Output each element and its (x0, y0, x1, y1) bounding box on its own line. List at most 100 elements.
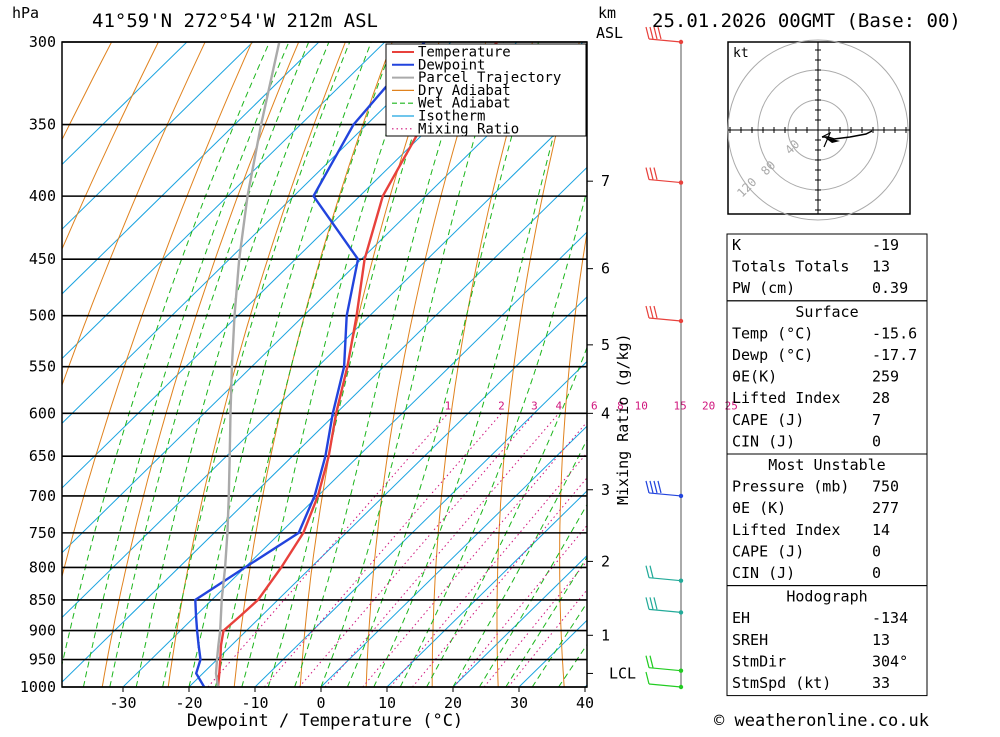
dry-adiabat-line (949, 42, 1000, 687)
index-label: PW (cm) (732, 279, 795, 297)
barb-staff (648, 492, 682, 497)
isotherm-line (122, 231, 587, 687)
most-unstable-value: 0 (872, 564, 881, 582)
legend-label: Mixing Ratio (418, 121, 519, 137)
storm-motion-arrow (824, 137, 840, 143)
barb-staff (648, 577, 682, 582)
most-unstable-section-title: Most Unstable (768, 456, 885, 474)
pressure-tick-label: 700 (29, 487, 56, 505)
isobars (62, 41, 587, 688)
index-value: 0.39 (872, 279, 908, 297)
hodograph-trace (821, 131, 832, 148)
surface-value: 28 (872, 389, 890, 407)
surface-value: -17.7 (872, 346, 917, 364)
barb-staff (648, 608, 682, 613)
wet-adiabat-line (214, 42, 395, 687)
mixing-ratio-label: 3 (531, 399, 538, 412)
x-tick-label: 20 (444, 694, 462, 712)
barb-feather (649, 597, 654, 610)
isotherm-line (62, 42, 518, 489)
table-section-box (726, 585, 928, 697)
most-unstable-value: 750 (872, 478, 899, 496)
barb-feather (653, 305, 658, 319)
x-tick-label: 40 (576, 694, 594, 712)
surface-value: 7 (872, 411, 881, 429)
index-label: K (732, 236, 741, 254)
barb-feather (657, 26, 662, 40)
barb-feather (649, 305, 654, 319)
hodograph-index-label: EH (732, 609, 750, 627)
copyright-text: © weatheronline.co.uk (714, 711, 929, 731)
surface-label: Lifted Index (732, 389, 840, 407)
surface-section-title: Surface (795, 303, 858, 321)
datetime-title: 25.01.2026 00GMT (Base: 00) (652, 10, 961, 32)
isotherm-line (62, 42, 452, 424)
wet-adiabat-line (241, 42, 419, 687)
dry-adiabat-line (62, 42, 206, 387)
barb-feather (645, 597, 650, 610)
surface-label: θE(K) (732, 368, 777, 386)
barb-feather (645, 305, 650, 319)
barb-staff (648, 667, 682, 672)
location-title: 41°59'N 272°54'W 212m ASL (92, 10, 378, 32)
surface-value: -15.6 (872, 324, 917, 342)
km-tick-label: 3 (601, 481, 610, 499)
pressure-tick-label: 800 (29, 558, 56, 576)
mixing-ratio-line (362, 421, 587, 687)
barb-feather (653, 26, 658, 40)
pressure-tick-label: 400 (29, 187, 56, 205)
pressure-tick-label: 850 (29, 591, 56, 609)
pressure-axis: 300 350 400 450 500 550 600 650 700 750 800 850 900 9… (20, 33, 56, 696)
mixing-ratio-label: 6 (591, 399, 598, 412)
wet-adiabat-line (426, 346, 587, 687)
dry-adiabat-line (365, 42, 487, 687)
x-tick-label: 10 (378, 694, 396, 712)
barb-feather (645, 671, 650, 685)
barb-staff (648, 38, 682, 43)
pressure-tick-label: 750 (29, 524, 56, 542)
x-tick-label: -10 (241, 694, 268, 712)
mixing-ratio-label: 10 (635, 399, 648, 412)
parcel-trajectory-profile (214, 42, 281, 687)
indices-table: K -19 Totals Totals 13 PW (cm) 0.39 Surface Tem… (726, 233, 928, 697)
wet-adiabat-line (346, 42, 539, 687)
most-unstable-label: Pressure (mb) (732, 478, 849, 496)
km-tick-label: 1 (601, 626, 610, 644)
km-tick-label: 2 (601, 552, 610, 570)
legend-label: Parcel Trajectory (418, 70, 561, 86)
barb-feather (649, 480, 654, 494)
hodograph-unit: kt (733, 46, 749, 61)
pressure-tick-label: 300 (29, 33, 56, 51)
pressure-tick-label: 650 (29, 447, 56, 465)
pressure-tick-label: 500 (29, 307, 56, 325)
x-tick-label: -20 (175, 694, 202, 712)
hodograph-trace (822, 130, 873, 140)
pressure-tick-label: 450 (29, 250, 56, 268)
hodograph-index-value: -134 (872, 609, 908, 627)
most-unstable-label: CIN (J) (732, 564, 795, 582)
plot-frame (61, 41, 588, 688)
most-unstable-value: 277 (872, 499, 899, 517)
legend-label: Wet Adiabat (418, 96, 511, 112)
temperature-profile (216, 42, 498, 687)
isotherm-line (62, 42, 188, 166)
most-unstable-label: Lifted Index (732, 521, 840, 539)
pressure-tick-label: 900 (29, 622, 56, 640)
mixing-ratio-label: 25 (725, 399, 738, 412)
most-unstable-label: θE (K) (732, 499, 786, 517)
isotherm-line (62, 42, 584, 554)
mixing-ratio-line (453, 524, 587, 687)
barb-feather (653, 597, 658, 610)
x-tick-label: 30 (510, 694, 528, 712)
height-axis: 1 2 3 4 5 6 7 LCL (587, 172, 636, 682)
wet-adiabat-line (399, 188, 587, 687)
isotherm-line (62, 42, 386, 360)
hodograph-index-label: StmDir (732, 652, 786, 670)
dry-adiabat-line (62, 42, 159, 251)
wet-adiabat-line (452, 438, 587, 687)
barb-feather (645, 655, 650, 668)
most-unstable-label: CAPE (J) (732, 542, 804, 560)
dewpoint-profile (194, 42, 426, 687)
hodograph-index-label: StmSpd (kt) (732, 674, 831, 692)
legend-label: Temperature (418, 45, 511, 61)
